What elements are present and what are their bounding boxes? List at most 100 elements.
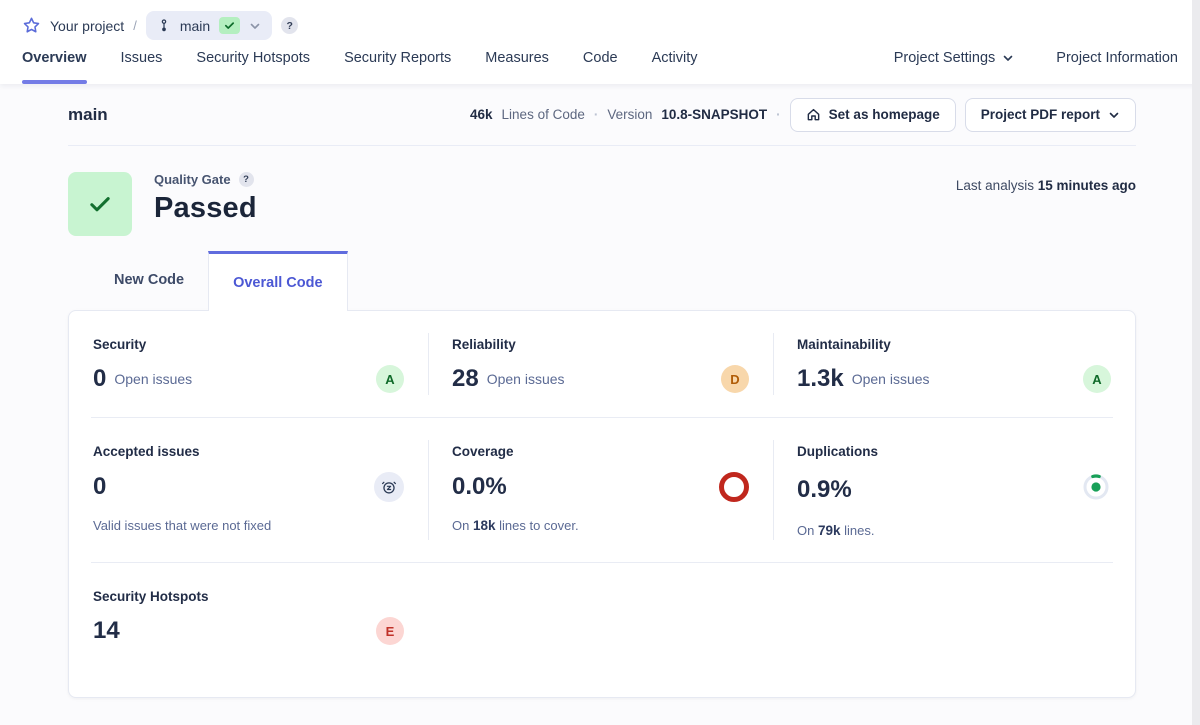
branch-help-icon[interactable]: ? bbox=[281, 17, 299, 34]
security-rating-badge: A bbox=[376, 365, 404, 393]
chevron-down-icon bbox=[250, 23, 260, 29]
reliability-unit: Open issues bbox=[486, 371, 565, 387]
branch-name: main bbox=[179, 17, 211, 34]
tab-security-reports[interactable]: Security Reports bbox=[344, 50, 452, 66]
tab-new-code[interactable]: New Code bbox=[114, 272, 185, 288]
tab-activity[interactable]: Activity bbox=[651, 50, 698, 66]
duplication-donut-icon bbox=[1081, 472, 1111, 507]
coverage-measure: Coverage 0.0% On 18k lines to cover. bbox=[428, 418, 773, 562]
home-icon bbox=[807, 108, 820, 121]
coverage-label: Coverage bbox=[452, 444, 514, 459]
coverage-note-value: 18k bbox=[472, 518, 496, 533]
accepted-issues-link[interactable]: 0 bbox=[93, 473, 106, 501]
security-hotspots-link[interactable]: 14 bbox=[93, 617, 120, 645]
security-open-issues-link[interactable]: 0 Open issues bbox=[93, 365, 192, 393]
project-pdf-report-label: Project PDF report bbox=[980, 107, 1100, 122]
maintainability-open-issues-link[interactable]: 1.3k Open issues bbox=[797, 365, 930, 393]
version-label: Version bbox=[607, 107, 653, 122]
measures-row-2: Accepted issues 0 Valid issues that were… bbox=[69, 418, 1135, 562]
reliability-open-issues-link[interactable]: 28 Open issues bbox=[452, 365, 565, 393]
maintainability-measure: Maintainability 1.3k Open issues A bbox=[773, 311, 1135, 417]
chevron-down-icon bbox=[1003, 55, 1013, 61]
git-branch-icon bbox=[161, 19, 167, 32]
divider bbox=[91, 417, 1113, 418]
duplications-link[interactable]: 0.9% bbox=[797, 476, 852, 504]
branch-selector[interactable]: main bbox=[145, 11, 273, 40]
set-as-homepage-button[interactable]: Set as homepage bbox=[789, 97, 956, 132]
duplications-label: Duplications bbox=[797, 444, 879, 459]
divider bbox=[91, 562, 1113, 563]
tab-overview[interactable]: Overview bbox=[22, 38, 87, 84]
coverage-link[interactable]: 0.0% bbox=[452, 473, 507, 501]
last-analysis-value: 15 minutes ago bbox=[1037, 178, 1136, 193]
coverage-value: 0.0% bbox=[452, 473, 507, 500]
security-hotspots-measure: Security Hotspots 14 E bbox=[69, 563, 428, 697]
security-unit: Open issues bbox=[114, 371, 193, 387]
tab-issues[interactable]: Issues bbox=[120, 50, 163, 66]
duplications-note-value: 79k bbox=[817, 523, 841, 538]
last-analysis-label: Last analysis bbox=[955, 178, 1034, 193]
tab-security-hotspots[interactable]: Security Hotspots bbox=[196, 50, 311, 66]
security-value: 0 bbox=[93, 365, 107, 392]
set-as-homepage-label: Set as homepage bbox=[828, 107, 940, 122]
maintainability-label: Maintainability bbox=[797, 337, 891, 352]
overall-code-card: Security 0 Open issues A Reliability 28 … bbox=[68, 310, 1136, 698]
security-hotspots-rating-badge: E bbox=[376, 617, 404, 645]
project-pdf-report-button[interactable]: Project PDF report bbox=[964, 97, 1136, 132]
version-value: 10.8-SNAPSHOT bbox=[661, 107, 768, 122]
breadcrumb-project-link[interactable]: Your project bbox=[50, 17, 125, 34]
chevron-down-icon bbox=[1109, 112, 1119, 118]
quality-gate-passed-icon bbox=[68, 172, 132, 236]
security-hotspots-value: 14 bbox=[93, 617, 120, 644]
quality-gate-section: Quality Gate ? Passed Last analysis 15 m… bbox=[68, 172, 1136, 236]
duplications-value: 0.9% bbox=[797, 475, 852, 503]
empty-cell bbox=[773, 563, 1135, 697]
security-label: Security bbox=[93, 337, 147, 352]
header-meta: 46k Lines of Code · Version 10.8-SNAPSHO… bbox=[470, 97, 1136, 132]
coverage-note-prefix: On bbox=[452, 518, 470, 533]
page-scrollbar[interactable] bbox=[1192, 0, 1200, 725]
accepted-issues-value: 0 bbox=[93, 473, 107, 500]
duplications-measure: Duplications 0.9% On 79k lines. bbox=[773, 418, 1135, 562]
coverage-note: On 18k lines to cover. bbox=[452, 518, 749, 533]
quality-gate-passed-chip bbox=[219, 17, 241, 34]
reliability-rating-badge: D bbox=[721, 365, 749, 393]
check-icon bbox=[225, 22, 235, 29]
snooze-clock-icon bbox=[374, 472, 404, 502]
accepted-issues-measure: Accepted issues 0 Valid issues that were… bbox=[69, 418, 428, 562]
project-nav: Overview Issues Security Hotspots Securi… bbox=[22, 38, 1178, 84]
security-hotspots-label: Security Hotspots bbox=[93, 589, 209, 604]
project-settings-label: Project Settings bbox=[893, 50, 996, 66]
favorite-star-icon[interactable] bbox=[22, 16, 41, 35]
security-measure: Security 0 Open issues A bbox=[69, 311, 428, 417]
duplications-note-prefix: On bbox=[797, 523, 815, 538]
meta-dot: · bbox=[593, 107, 599, 122]
quality-gate-text: Quality Gate ? Passed bbox=[154, 172, 257, 225]
meta-dot: · bbox=[776, 107, 781, 122]
quality-gate-status: Passed bbox=[154, 192, 257, 224]
maintainability-rating-badge: A bbox=[1083, 365, 1111, 393]
breadcrumb: Your project / main ? bbox=[22, 0, 1178, 40]
top-bar: Your project / main ? Overview Issues Se… bbox=[0, 0, 1200, 84]
lines-of-code-value: 46k bbox=[470, 107, 493, 122]
tab-code[interactable]: Code bbox=[582, 50, 618, 66]
project-settings-menu[interactable]: Project Settings bbox=[894, 50, 1015, 72]
quality-gate-help-icon[interactable]: ? bbox=[238, 172, 254, 187]
last-analysis: Last analysis 15 minutes ago bbox=[956, 172, 1136, 193]
duplications-note-suffix: lines. bbox=[844, 523, 875, 538]
breadcrumb-separator: / bbox=[133, 18, 137, 33]
reliability-measure: Reliability 28 Open issues D bbox=[428, 311, 773, 417]
coverage-note-suffix: lines to cover. bbox=[499, 518, 579, 533]
measures-row-1: Security 0 Open issues A Reliability 28 … bbox=[69, 311, 1135, 417]
code-tabs: New Code Overall Code bbox=[68, 250, 1136, 311]
quality-gate-label: Quality Gate bbox=[154, 172, 231, 187]
project-information-link[interactable]: Project Information bbox=[1056, 50, 1178, 66]
lines-of-code-label: Lines of Code bbox=[501, 107, 585, 122]
check-icon bbox=[90, 197, 110, 212]
reliability-label: Reliability bbox=[452, 337, 516, 352]
empty-cell bbox=[428, 563, 773, 697]
maintainability-value: 1.3k bbox=[797, 365, 844, 392]
tab-overall-code[interactable]: Overall Code bbox=[208, 251, 348, 311]
page-title: main bbox=[68, 104, 108, 124]
tab-measures[interactable]: Measures bbox=[485, 50, 549, 66]
